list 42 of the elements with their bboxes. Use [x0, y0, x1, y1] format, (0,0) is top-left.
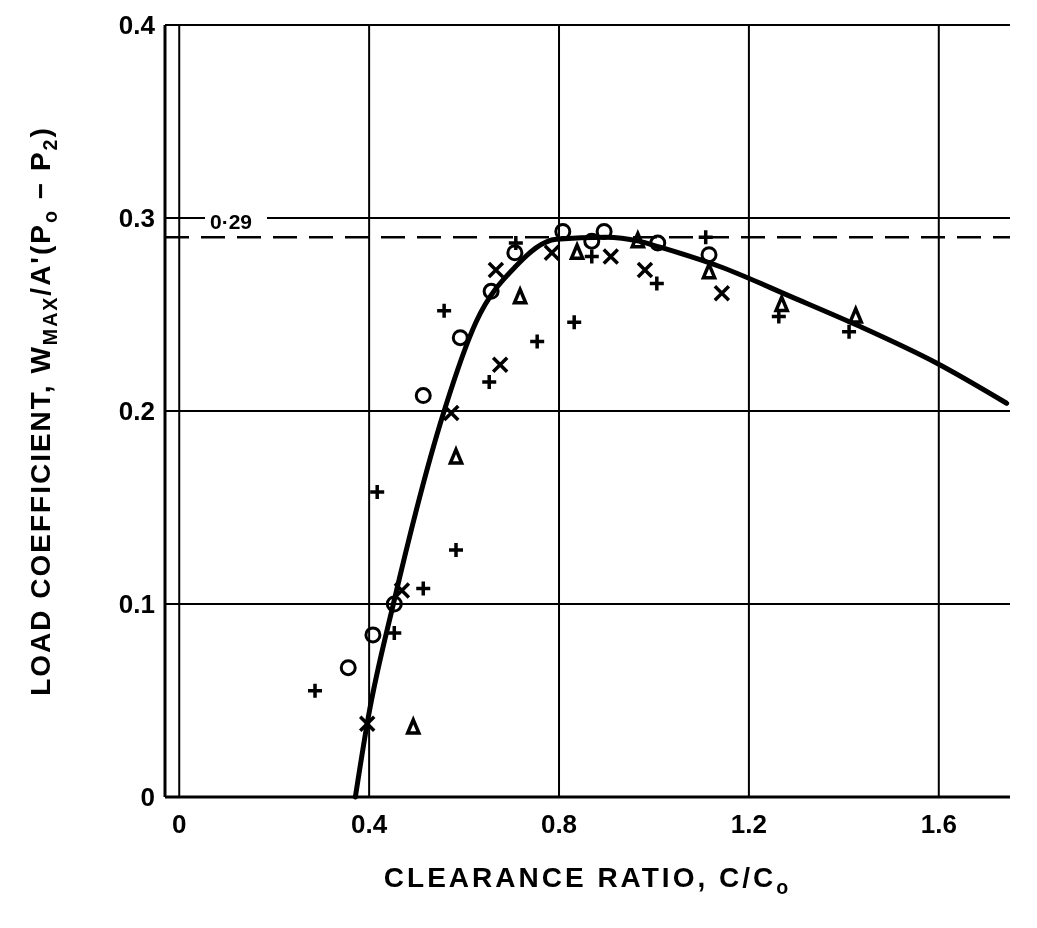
x-tick-label: 1.2 — [730, 809, 767, 839]
point — [491, 355, 509, 374]
point — [506, 244, 524, 262]
point — [700, 246, 718, 264]
x-tick-label: 0.4 — [351, 809, 388, 839]
point — [414, 387, 432, 405]
point — [385, 595, 403, 613]
point — [414, 579, 432, 598]
point — [636, 261, 654, 279]
point — [339, 659, 357, 677]
point — [480, 373, 498, 391]
point — [435, 301, 453, 320]
ref-line-label: 0·29 — [210, 210, 253, 234]
y-tick-label: 0.2 — [118, 396, 155, 426]
y-tick-label: 0.3 — [118, 203, 155, 233]
x-tick-label: 1.6 — [920, 809, 957, 839]
y-tick-label: 0 — [140, 782, 155, 812]
point — [442, 404, 461, 422]
point — [583, 247, 601, 266]
point — [774, 295, 790, 313]
point — [701, 262, 717, 280]
point — [583, 232, 601, 250]
point — [364, 626, 382, 644]
x-tick-label: 0.8 — [540, 809, 578, 839]
x-axis-title: CLEARANCE RATIO, C/C$_{o}$ — [383, 862, 792, 898]
point — [487, 261, 505, 279]
point — [482, 282, 500, 300]
point — [649, 234, 667, 252]
point — [451, 329, 469, 347]
point — [840, 323, 858, 341]
point — [602, 247, 620, 266]
x-tick-label: 0 — [172, 809, 187, 839]
point — [393, 581, 411, 600]
point — [306, 682, 324, 700]
point — [368, 483, 386, 501]
point — [528, 332, 546, 351]
point — [358, 714, 376, 733]
point — [648, 274, 666, 293]
point — [565, 313, 583, 331]
point — [713, 284, 731, 303]
y-tick-label: 0.1 — [118, 589, 155, 619]
y-tick-label: 0.4 — [118, 10, 156, 40]
